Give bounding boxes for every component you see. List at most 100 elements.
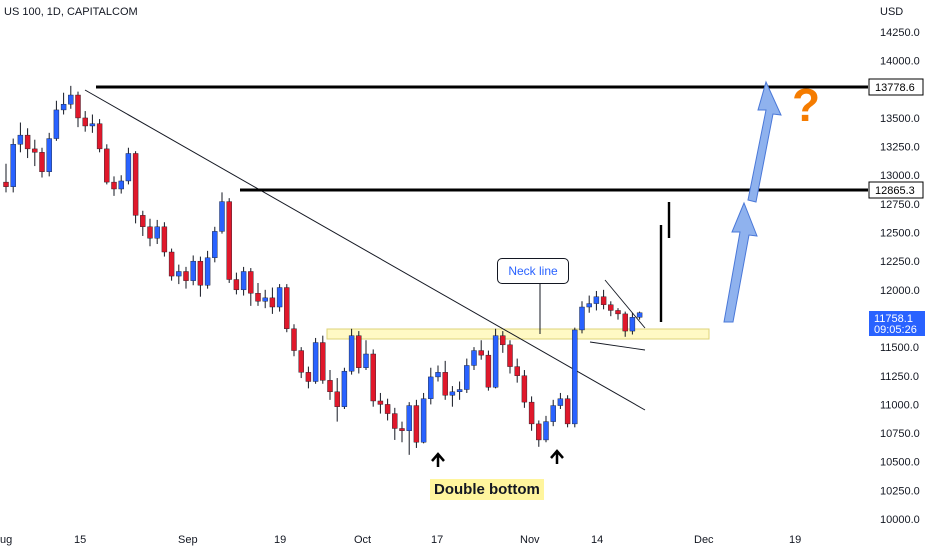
candle-up [154, 226, 160, 239]
candle-down [485, 354, 492, 388]
candle-down [327, 380, 333, 393]
double-bottom-label: Double bottom [430, 479, 544, 500]
candle-down [564, 398, 571, 425]
candle-down [507, 344, 513, 367]
candle-up [190, 260, 196, 281]
double-bottom-arrow-right-icon [550, 449, 564, 464]
candle-up [636, 312, 643, 318]
y-tick-label: 13500.0 [880, 113, 920, 125]
chart-title: US 100, 1D, CAPITALCOM [4, 6, 138, 18]
candle-down [291, 328, 297, 351]
candle-up [89, 123, 96, 127]
y-tick-label: 10500.0 [880, 457, 920, 469]
pennant-lower-line [589, 341, 646, 351]
candle-down [32, 148, 38, 153]
candle-down [478, 350, 484, 356]
last-price-value: 11758.1 [874, 313, 913, 325]
candle-up [10, 144, 16, 187]
candle-down [500, 335, 506, 346]
candle-up [125, 153, 132, 182]
level-label-middle: 12865.3 [875, 185, 915, 197]
candle-up [17, 134, 24, 145]
candle-up [629, 317, 636, 332]
candle-down [183, 271, 189, 281]
candle-up [262, 297, 268, 302]
x-tick-label: Nov [520, 534, 540, 546]
candle-down [622, 313, 628, 332]
y-tick-label: 11250.0 [880, 371, 919, 383]
candle-down [161, 226, 168, 253]
candle-down [370, 353, 376, 402]
candle-up [464, 365, 470, 390]
candle-down [608, 304, 614, 311]
candle-down [82, 117, 88, 127]
candle-up [276, 287, 283, 308]
y-tick-label: 12250.0 [880, 256, 920, 268]
y-axis: 14250.014000.013750.013500.013250.013000… [880, 27, 920, 526]
candle-down [521, 375, 528, 403]
candle-down [514, 366, 520, 376]
candle-down [320, 342, 326, 381]
currency-label: USD [880, 6, 904, 18]
candle-down [75, 94, 81, 119]
y-tick-label: 10250.0 [880, 485, 920, 497]
y-tick-label: 11500.0 [880, 342, 919, 354]
candle-up [557, 398, 564, 406]
candle-down [399, 428, 405, 431]
y-tick-label: 13250.0 [880, 142, 920, 154]
candle-up [46, 138, 52, 172]
y-tick-label: 12750.0 [880, 199, 920, 211]
candle-down [284, 287, 290, 329]
last-price-countdown: 09:05:26 [874, 324, 917, 336]
candle-up [341, 370, 348, 407]
candle-down [111, 181, 117, 190]
x-tick-label: 19 [274, 534, 286, 546]
candle-down [168, 251, 175, 277]
pennant-upper-line [604, 279, 646, 329]
double-bottom-arrow-left-icon [431, 452, 445, 467]
candle-down [536, 423, 542, 441]
last-price-box [869, 311, 925, 336]
candle-up [471, 350, 477, 366]
x-axis: ug 15 Sep 19 Oct 17 Nov 14 Dec 19 [0, 534, 801, 546]
question-mark: ? [792, 79, 821, 131]
candle-down [96, 123, 103, 150]
candle-down [39, 152, 45, 172]
candle-up [406, 405, 412, 431]
candle-up [60, 103, 67, 111]
candle-down [226, 201, 232, 280]
candle-up [212, 231, 218, 258]
y-tick-label: 10750.0 [880, 428, 920, 440]
level-label-middle-box [868, 181, 924, 199]
candle-down [334, 391, 340, 407]
y-tick-label: 10000.0 [880, 514, 920, 526]
candle-up [219, 201, 225, 232]
candles-layer [3, 85, 643, 455]
candle-down [248, 271, 254, 294]
candle-up [240, 271, 247, 291]
candle-down [197, 260, 204, 286]
candle-up [68, 94, 74, 105]
y-tick-label: 13000.0 [880, 170, 920, 182]
candle-down [384, 404, 391, 414]
x-tick-label: 14 [591, 534, 603, 546]
candle-down [392, 413, 398, 429]
candle-down [140, 215, 146, 227]
candle-down [298, 350, 304, 373]
candle-up [363, 353, 369, 368]
y-tick-label: 11000.0 [880, 399, 919, 411]
candle-down [24, 134, 31, 150]
candle-down [356, 335, 362, 368]
candle-up [579, 306, 585, 331]
candle-up [543, 421, 549, 441]
candle-up [435, 372, 441, 378]
candle-up [572, 329, 578, 425]
candle-down [147, 226, 153, 239]
candle-down [305, 372, 312, 382]
y-tick-label: 12500.0 [880, 228, 920, 240]
level-label-upper: 13778.6 [875, 82, 915, 94]
x-tick-label: Oct [354, 534, 371, 546]
x-tick-label: Dec [694, 534, 714, 546]
candle-down [255, 293, 261, 302]
